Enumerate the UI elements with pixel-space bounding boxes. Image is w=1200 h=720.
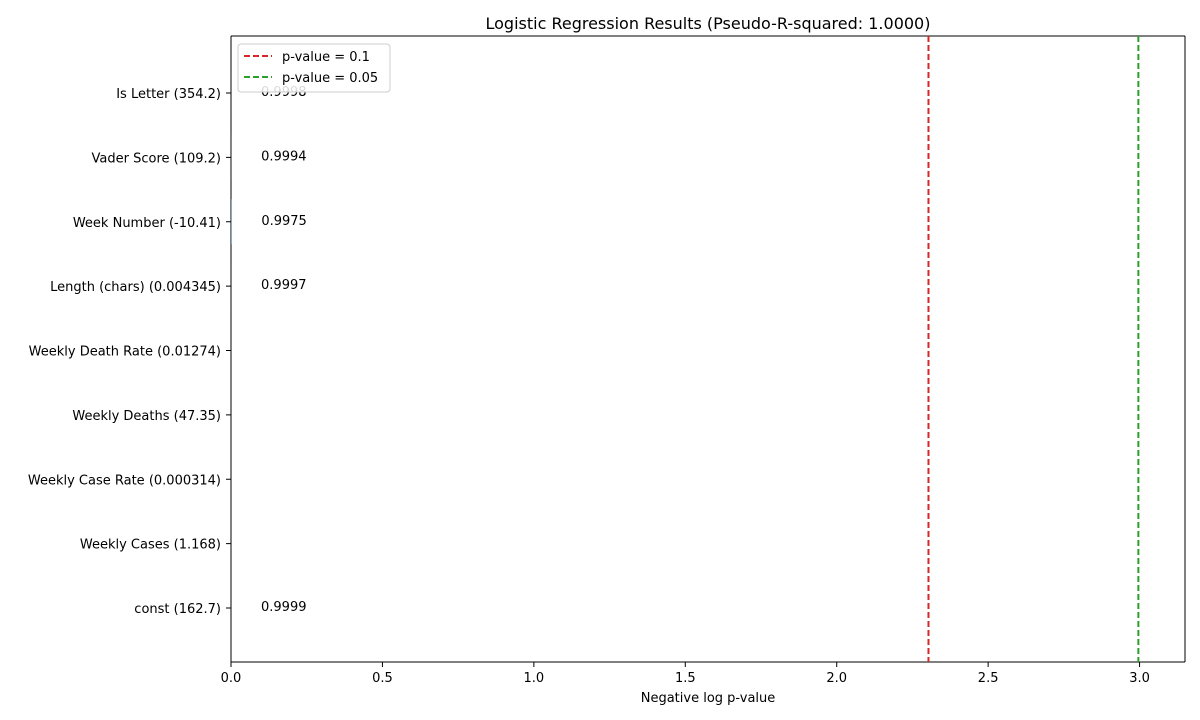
y-tick-label: Is Letter (354.2) [116, 87, 221, 102]
x-tick-label: 1.0 [524, 671, 545, 686]
x-tick-label: 1.5 [675, 671, 696, 686]
x-tick-label: 2.0 [826, 671, 847, 686]
y-tick-label: Weekly Death Rate (0.01274) [29, 345, 221, 360]
x-axis-label: Negative log p-value [641, 691, 776, 706]
y-tick-label: Weekly Case Rate (0.000314) [28, 473, 221, 488]
x-tick-label: 0.5 [372, 671, 393, 686]
legend-entry: p-value = 0.1 [282, 50, 370, 65]
legend-entry: p-value = 0.05 [282, 71, 378, 86]
y-tick-label: Vader Score (109.2) [92, 151, 221, 166]
data-label: 0.9975 [261, 214, 307, 229]
y-tick-label: const (162.7) [134, 602, 221, 617]
data-label: 0.9997 [261, 278, 307, 293]
x-tick-label: 2.5 [978, 671, 999, 686]
data-label: 0.9999 [261, 600, 307, 615]
x-tick-label: 0.0 [221, 671, 242, 686]
data-label: 0.9994 [261, 149, 307, 164]
y-tick-label: Week Number (-10.41) [73, 216, 221, 231]
plot-area: 0.0 0.5 1.0 1.5 2.0 2.5 3.0 Is Letter (354.2) 0.… [28, 35, 1186, 686]
y-tick-label: Length (chars) (0.004345) [50, 280, 221, 295]
y-tick-label: Weekly Deaths (47.35) [72, 409, 221, 424]
y-tick-label: Weekly Cases (1.168) [80, 538, 221, 553]
legend: p-value = 0.1 p-value = 0.05 [237, 43, 391, 93]
x-tick-label: 3.0 [1129, 671, 1150, 686]
chart-title: Logistic Regression Results (Pseudo-R-sq… [486, 14, 931, 33]
legend-box [237, 43, 391, 93]
